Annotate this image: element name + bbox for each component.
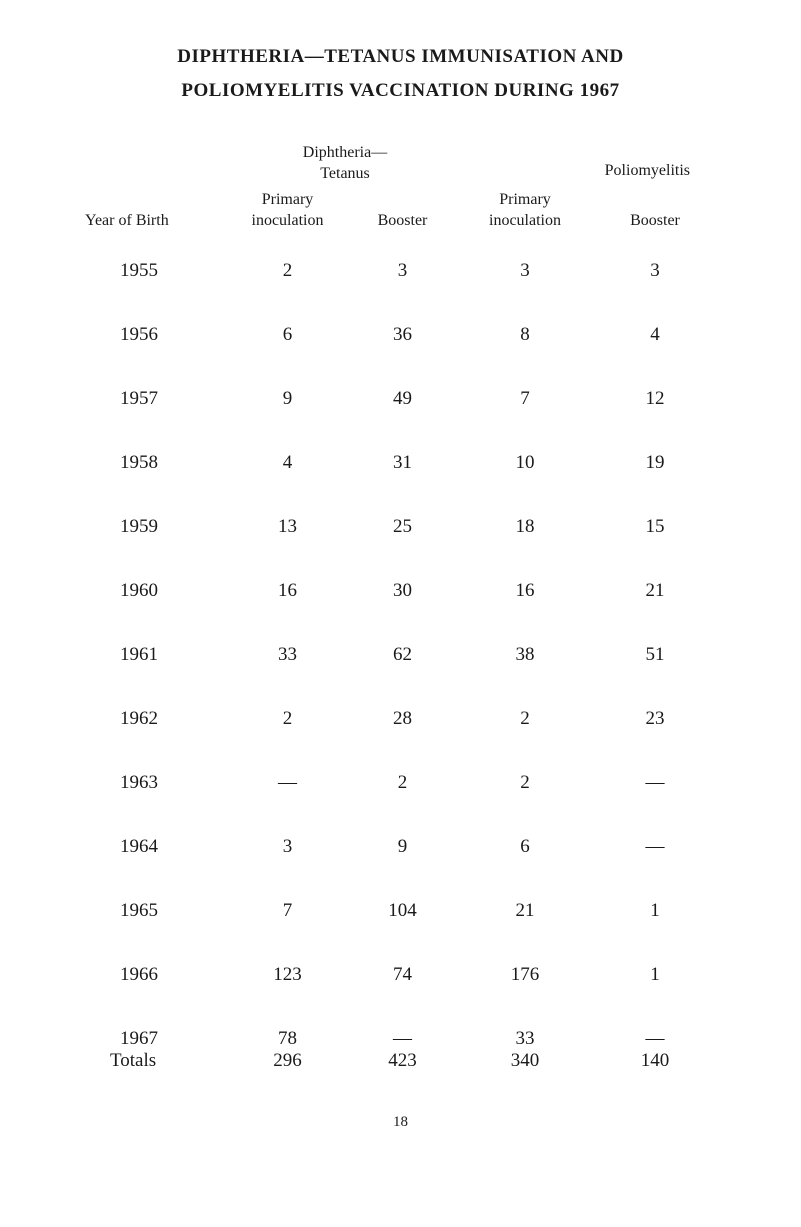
cell-dt-booster: 74	[345, 964, 460, 986]
cell-dt-booster: 49	[345, 388, 460, 410]
cell-dt-primary: —	[230, 772, 345, 794]
cell-polio-booster: 51	[590, 644, 720, 666]
table-body: 1955233319566368419579497121958431101919…	[85, 260, 716, 1050]
cell-dt-booster: 9	[345, 836, 460, 858]
cell-polio-primary: 38	[460, 644, 590, 666]
cell-year: 1963	[85, 772, 230, 794]
cell-dt-primary: 2	[230, 260, 345, 282]
col-header-dt-booster: Booster	[345, 190, 460, 232]
cell-polio-primary: 16	[460, 580, 590, 602]
cell-dt-booster: 3	[345, 260, 460, 282]
cell-year: 1966	[85, 964, 230, 986]
cell-dt-primary: 123	[230, 964, 345, 986]
cell-polio-booster: 21	[590, 580, 720, 602]
table-row: 1964396—	[85, 836, 716, 858]
cell-year: 1962	[85, 708, 230, 730]
cell-polio-booster: —	[590, 772, 720, 794]
title-line-2: POLIOMYELITIS VACCINATION DURING 1967	[85, 74, 716, 108]
cell-polio-booster: 1	[590, 964, 720, 986]
totals-polio-primary: 340	[460, 1050, 590, 1072]
cell-dt-primary: 16	[230, 580, 345, 602]
cell-polio-primary: 3	[460, 260, 590, 282]
cell-polio-booster: 12	[590, 388, 720, 410]
col-header-dt-primary: Primary inoculation	[230, 190, 345, 232]
cell-polio-primary: 10	[460, 452, 590, 474]
cell-year: 1960	[85, 580, 230, 602]
col-header-polio-primary: Primary inoculation	[460, 190, 590, 232]
cell-dt-booster: 2	[345, 772, 460, 794]
table-row: 1962228223	[85, 708, 716, 730]
cell-dt-booster: 30	[345, 580, 460, 602]
title-line-1: DIPHTHERIA—TETANUS IMMUNISATION AND	[85, 40, 716, 74]
cell-polio-booster: 19	[590, 452, 720, 474]
cell-year: 1955	[85, 260, 230, 282]
cell-polio-booster: 4	[590, 324, 720, 346]
table-row: 19657104211	[85, 900, 716, 922]
cell-year: 1956	[85, 324, 230, 346]
cell-polio-booster: —	[590, 836, 720, 858]
cell-dt-booster: 104	[345, 900, 460, 922]
cell-year: 1959	[85, 516, 230, 538]
cell-polio-primary: 18	[460, 516, 590, 538]
cell-polio-booster: 15	[590, 516, 720, 538]
cell-polio-primary: 2	[460, 708, 590, 730]
cell-dt-booster: 28	[345, 708, 460, 730]
cell-polio-primary: 6	[460, 836, 590, 858]
totals-row: Totals 296 423 340 140	[85, 1050, 716, 1072]
group-header-row: Diphtheria— Tetanus Poliomyelitis	[85, 143, 716, 185]
table-row: 19552333	[85, 260, 716, 282]
cell-polio-primary: 8	[460, 324, 590, 346]
totals-polio-booster: 140	[590, 1050, 720, 1072]
cell-polio-booster: 3	[590, 260, 720, 282]
cell-dt-booster: 62	[345, 644, 460, 666]
cell-dt-primary: 6	[230, 324, 345, 346]
cell-year: 1961	[85, 644, 230, 666]
table-row: 1957949712	[85, 388, 716, 410]
cell-dt-booster: —	[345, 1028, 460, 1050]
cell-polio-booster: 1	[590, 900, 720, 922]
column-header-row: Year of Birth Primary inoculation Booste…	[85, 190, 716, 232]
cell-dt-primary: 2	[230, 708, 345, 730]
cell-polio-primary: 33	[460, 1028, 590, 1050]
cell-dt-primary: 33	[230, 644, 345, 666]
totals-label: Totals	[85, 1050, 230, 1072]
table-row: 196133623851	[85, 644, 716, 666]
cell-year: 1957	[85, 388, 230, 410]
cell-year: 1967	[85, 1028, 230, 1050]
cell-polio-primary: 21	[460, 900, 590, 922]
col-header-polio-booster: Booster	[590, 190, 720, 232]
cell-year: 1964	[85, 836, 230, 858]
group-header-diphtheria: Diphtheria— Tetanus	[230, 143, 460, 185]
cell-dt-primary: 3	[230, 836, 345, 858]
cell-dt-primary: 78	[230, 1028, 345, 1050]
table-row: 196016301621	[85, 580, 716, 602]
table-row: 195913251815	[85, 516, 716, 538]
table-row: 1963—22—	[85, 772, 716, 794]
group-header-polio: Poliomyelitis	[460, 143, 720, 185]
cell-dt-booster: 31	[345, 452, 460, 474]
cell-dt-booster: 36	[345, 324, 460, 346]
cell-year: 1958	[85, 452, 230, 474]
cell-polio-booster: 23	[590, 708, 720, 730]
cell-dt-primary: 13	[230, 516, 345, 538]
cell-polio-primary: 176	[460, 964, 590, 986]
cell-dt-primary: 9	[230, 388, 345, 410]
cell-year: 1965	[85, 900, 230, 922]
cell-polio-primary: 7	[460, 388, 590, 410]
page-number: 18	[85, 1114, 716, 1131]
cell-dt-primary: 4	[230, 452, 345, 474]
table-row: 19584311019	[85, 452, 716, 474]
totals-dt-booster: 423	[345, 1050, 460, 1072]
cell-dt-primary: 7	[230, 900, 345, 922]
table-row: 1966123741761	[85, 964, 716, 986]
cell-polio-booster: —	[590, 1028, 720, 1050]
cell-dt-booster: 25	[345, 516, 460, 538]
cell-polio-primary: 2	[460, 772, 590, 794]
table-row: 196778—33—	[85, 1028, 716, 1050]
table-row: 195663684	[85, 324, 716, 346]
col-header-year: Year of Birth	[85, 190, 230, 232]
totals-dt-primary: 296	[230, 1050, 345, 1072]
page-title: DIPHTHERIA—TETANUS IMMUNISATION AND POLI…	[85, 40, 716, 108]
